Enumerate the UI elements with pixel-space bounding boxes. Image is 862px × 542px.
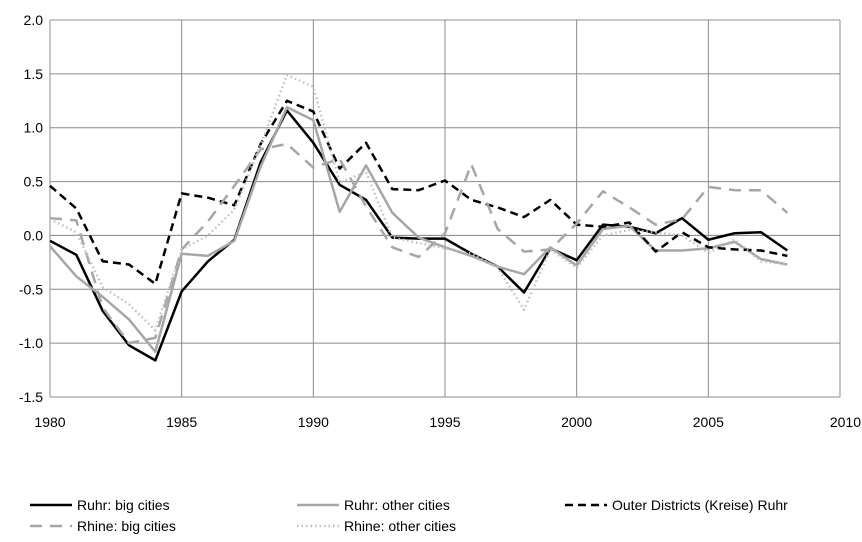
legend-label-4: Rhine: other cities bbox=[344, 518, 456, 534]
x-tick-label: 1980 bbox=[34, 414, 65, 430]
y-tick-label: 1.0 bbox=[24, 120, 44, 136]
y-tick-label: 2.0 bbox=[24, 12, 44, 28]
y-tick-label: 0.0 bbox=[24, 227, 44, 243]
legend-label-2: Outer Districts (Kreise) Ruhr bbox=[612, 497, 788, 513]
series-line-4 bbox=[49, 73, 788, 332]
x-tick-label: 2000 bbox=[561, 414, 592, 430]
legend-label-1: Ruhr: other cities bbox=[344, 497, 450, 513]
y-axis-tick-labels: -1.5 -1.0 -0.5 0.0 0.5 1.0 1.5 2.0 bbox=[19, 12, 43, 405]
y-tick-label: -1.5 bbox=[19, 389, 43, 405]
y-tick-label: 0.5 bbox=[24, 174, 44, 190]
gridlines bbox=[50, 19, 841, 398]
x-tick-label: 1995 bbox=[429, 414, 460, 430]
x-tick-label: 2010 bbox=[830, 414, 861, 430]
axes bbox=[49, 20, 840, 397]
series-line-2 bbox=[49, 99, 788, 286]
x-tick-label: 1985 bbox=[166, 414, 197, 430]
legend-label-0: Ruhr: big cities bbox=[77, 497, 170, 513]
y-tick-label: 1.5 bbox=[24, 66, 44, 82]
x-tick-label: 1990 bbox=[298, 414, 329, 430]
series-lines bbox=[49, 73, 789, 362]
legend-label-3: Rhine: big cities bbox=[77, 518, 176, 534]
y-tick-label: -1.0 bbox=[19, 335, 43, 351]
legend: Ruhr: big cities Ruhr: other cities Outer … bbox=[30, 497, 788, 534]
x-axis-tick-labels: 1980 1985 1990 1995 2000 2005 2010 bbox=[34, 414, 861, 430]
x-tick-label: 2005 bbox=[693, 414, 724, 430]
y-tick-label: -0.5 bbox=[19, 281, 43, 297]
series-line-1 bbox=[49, 106, 788, 354]
